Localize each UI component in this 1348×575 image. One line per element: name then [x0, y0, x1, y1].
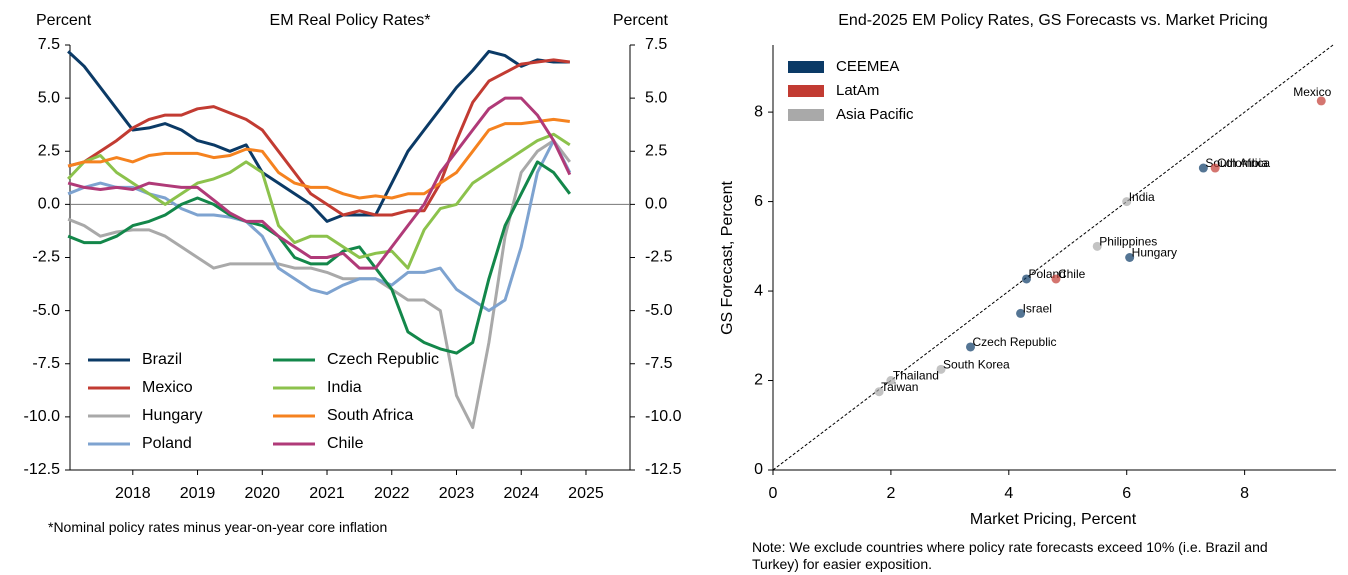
point-label: Colombia	[1217, 156, 1268, 170]
series-line	[67, 139, 571, 429]
x-tick-label: 4	[1004, 485, 1013, 502]
y2-axis-label: Percent	[613, 12, 669, 29]
scatter-point	[1210, 163, 1220, 173]
y2-tick-label: 7.5	[645, 36, 667, 53]
point-label: Israel	[1023, 302, 1052, 316]
y-tick-label: -10.0	[24, 408, 61, 425]
y-tick-label: 0	[754, 461, 763, 478]
y-tick-label: 2.5	[38, 142, 60, 159]
point-label: Mexico	[1293, 85, 1331, 99]
x-tick-label: 2024	[503, 485, 539, 502]
scatter-point	[1125, 253, 1135, 262]
point-label: Czech Republic	[972, 335, 1056, 349]
legend-label: Asia Pacific	[836, 106, 914, 123]
series-line	[67, 117, 570, 200]
y-tick-label: -2.5	[32, 249, 60, 266]
y-tick-label: 2	[754, 372, 763, 389]
legend-label: Mexico	[142, 379, 193, 396]
y2-tick-label: -12.5	[645, 461, 682, 478]
y2-tick-label: 5.0	[645, 89, 667, 106]
chart-title: End-2025 EM Policy Rates, GS Forecasts v…	[838, 12, 1267, 29]
scatter-point	[1316, 96, 1326, 106]
x-tick-label: 2021	[309, 485, 345, 502]
x-tick-label: 8	[1240, 485, 1249, 502]
point-label: Hungary	[1132, 246, 1177, 260]
scatter-point	[886, 376, 896, 386]
x-tick-label: 2022	[374, 485, 410, 502]
y2-tick-label: -10.0	[645, 408, 682, 425]
legend-label: Czech Republic	[327, 351, 439, 368]
y-tick-label: 5.0	[38, 89, 60, 106]
y2-tick-label: 2.5	[645, 142, 667, 159]
point-label: South Africa	[1205, 156, 1270, 170]
legend-swatch	[788, 109, 824, 121]
y-axis-label: GS Forecast, Percent	[719, 181, 736, 335]
y2-tick-label: 0.0	[645, 196, 667, 213]
x-tick-label: 2023	[439, 485, 475, 502]
scatter-point	[1021, 274, 1031, 284]
series-line	[67, 160, 571, 355]
y-tick-label: 8	[754, 103, 763, 120]
series-line	[67, 132, 571, 270]
legend-swatch	[788, 85, 824, 97]
scatter-point	[936, 364, 946, 374]
y-tick-label: -7.5	[32, 355, 60, 372]
scatter-point	[965, 342, 975, 352]
x-tick-label: 2020	[244, 485, 280, 502]
legend-swatch	[788, 61, 824, 73]
legend-label: LatAm	[836, 82, 879, 99]
x-axis-label: Market Pricing, Percent	[970, 511, 1137, 528]
legend-label: South Africa	[327, 407, 413, 424]
scatter-point	[1198, 163, 1208, 173]
y-tick-label: -12.5	[24, 461, 61, 478]
point-label: Thailand	[893, 369, 939, 383]
x-tick-label: 6	[1122, 485, 1131, 502]
chart-title: EM Real Policy Rates*	[270, 12, 431, 29]
legend-label: Hungary	[142, 407, 202, 424]
point-label: India	[1129, 190, 1155, 204]
legend-label: Chile	[327, 435, 364, 452]
y2-tick-label: -2.5	[645, 249, 673, 266]
y2-tick-label: -5.0	[645, 302, 673, 319]
y-tick-label: 0.0	[38, 196, 60, 213]
y2-tick-label: -7.5	[645, 355, 673, 372]
y-tick-label: 6	[754, 193, 763, 210]
scatter-point	[1016, 308, 1026, 318]
scatter-point	[1122, 197, 1132, 207]
y-axis-label: Percent	[36, 12, 92, 29]
x-tick-label: 2018	[115, 485, 151, 502]
x-tick-label: 2025	[568, 485, 604, 502]
legend-label: Brazil	[142, 351, 182, 368]
y-tick-label: 4	[754, 282, 763, 299]
point-label: South Korea	[943, 358, 1010, 372]
x-tick-label: 2	[886, 485, 895, 502]
series-line	[67, 139, 572, 313]
scatter-point	[1051, 274, 1061, 284]
scatter-point	[874, 387, 884, 397]
point-label: Philippines	[1099, 234, 1157, 248]
legend-label: CEEMEA	[836, 58, 899, 75]
y-tick-label: 7.5	[38, 36, 60, 53]
diagonal-line	[772, 44, 1334, 471]
series-line	[67, 96, 572, 270]
scatter-point	[1092, 241, 1102, 251]
y-tick-label: -5.0	[32, 302, 60, 319]
x-tick-label: 2019	[180, 485, 216, 502]
note: Note: We exclude countries where policy …	[752, 539, 1268, 572]
x-tick-label: 0	[769, 485, 778, 502]
footnote: *Nominal policy rates minus year-on-year…	[48, 519, 388, 535]
legend-label: India	[327, 379, 362, 396]
point-label: Taiwan	[881, 380, 918, 394]
series-line	[67, 49, 570, 223]
series-line	[67, 58, 570, 217]
legend-label: Poland	[142, 435, 192, 452]
point-label: Chile	[1058, 267, 1086, 281]
